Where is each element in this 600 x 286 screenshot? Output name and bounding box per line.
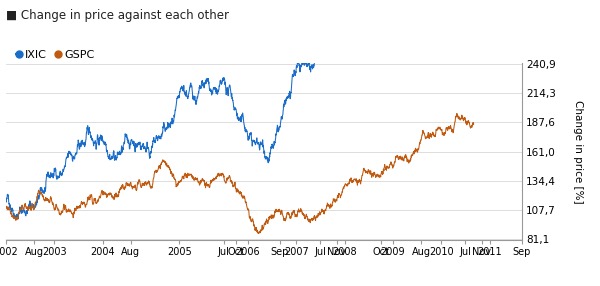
Legend: IXIC, GSPC: IXIC, GSPC <box>11 45 99 64</box>
Text: ■ Change in price against each other: ■ Change in price against each other <box>6 9 229 21</box>
Y-axis label: Change in price [%]: Change in price [%] <box>573 100 583 203</box>
